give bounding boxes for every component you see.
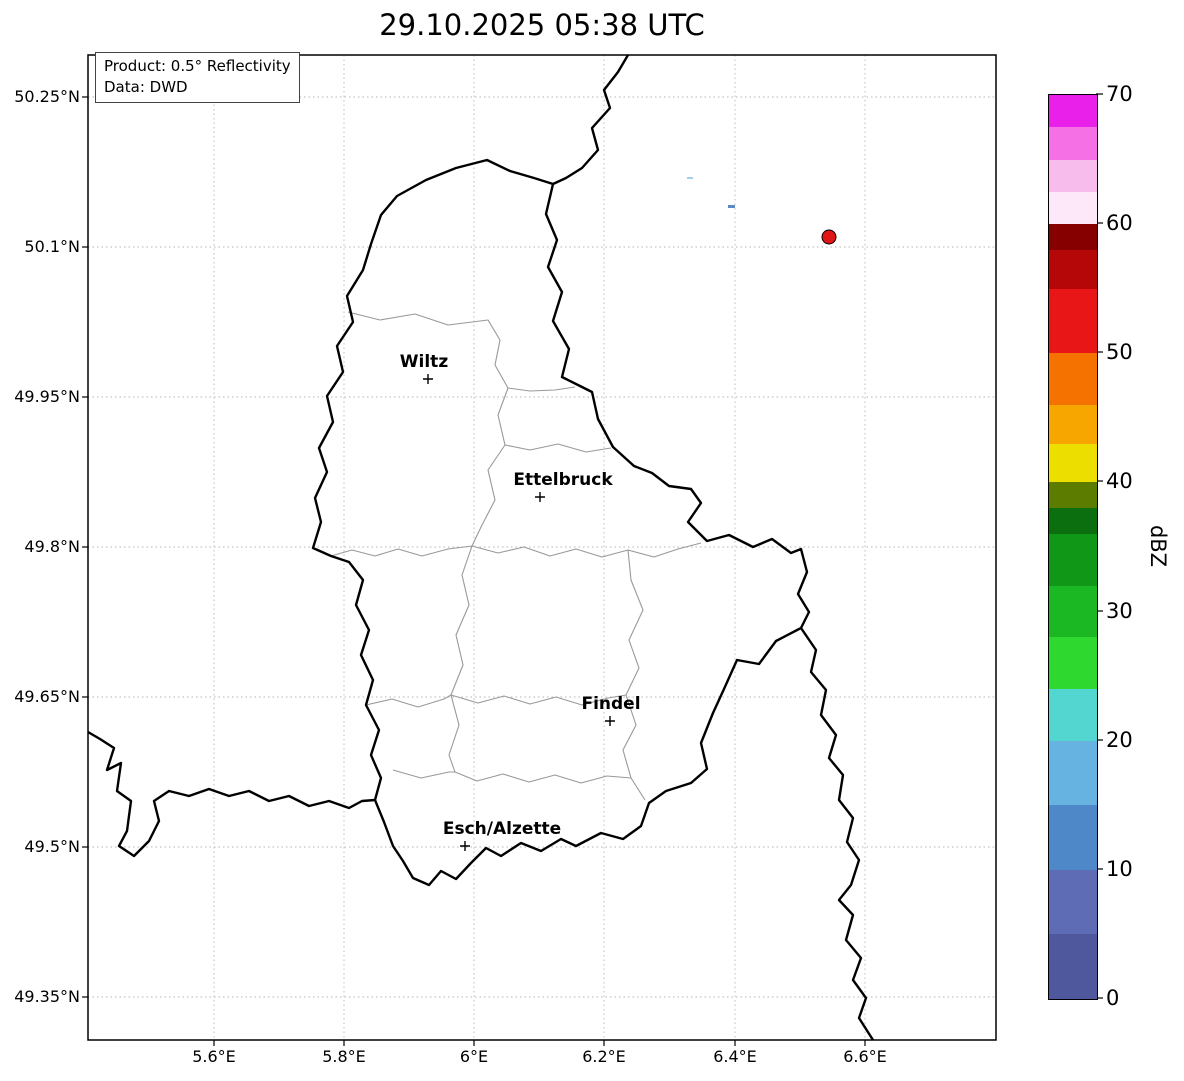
city-markers (423, 374, 615, 851)
lat-tick-label: 49.95°N (14, 387, 80, 406)
colorbar-segment (1049, 482, 1097, 509)
luxembourg-outline (311, 158, 811, 887)
axis-tick-marks (82, 96, 866, 1046)
colorbar-segment (1049, 249, 1097, 289)
country-borders (88, 55, 875, 1040)
city-label-ettelbruck: Ettelbruck (513, 470, 613, 490)
colorbar-segment (1049, 869, 1097, 935)
city-label-wiltz: Wiltz (399, 352, 449, 372)
city-marker-ettelbruck (535, 492, 545, 502)
colorbar-segment (1049, 404, 1097, 444)
colorbar-segment (1049, 288, 1097, 354)
colorbar-segment (1049, 740, 1097, 806)
colorbar-axis-label: dBZ (1146, 524, 1170, 568)
colorbar-tick-label: 60 (1106, 211, 1133, 235)
colorbar-tick-label: 50 (1106, 340, 1133, 364)
lat-tick-label: 49.5°N (24, 837, 80, 856)
colorbar-segment (1049, 95, 1097, 128)
colorbar-segment (1049, 805, 1097, 870)
map-layers (88, 55, 996, 1040)
product-info-line2: Data: DWD (104, 78, 188, 96)
page-title: 29.10.2025 05:38 UTC (379, 8, 705, 42)
product-info-box: Product: 0.5° Reflectivity Data: DWD (95, 52, 300, 103)
lat-tick-label: 50.25°N (14, 87, 80, 106)
colorbar-segment (1049, 159, 1097, 192)
lon-tick-label: 6.2°E (582, 1047, 626, 1066)
colorbar-tick-label: 20 (1106, 728, 1133, 752)
colorbar-segment (1049, 534, 1097, 586)
border-extension-north (551, 55, 630, 186)
lat-tick-label: 49.8°N (24, 537, 80, 556)
colorbar-segment (1049, 191, 1097, 225)
lat-tick-label: 49.35°N (14, 987, 80, 1006)
radar-echo (728, 205, 735, 208)
city-label-findel: Findel (581, 694, 641, 714)
colorbar-tick-label: 0 (1106, 986, 1120, 1010)
lon-tick-label: 5.6°E (192, 1047, 236, 1066)
lon-tick-label: 5.8°E (322, 1047, 366, 1066)
city-marker-esch (460, 841, 470, 851)
city-marker-findel (605, 716, 615, 726)
colorbar-tick-label: 40 (1106, 469, 1133, 493)
product-info-line1: Product: 0.5° Reflectivity (104, 57, 291, 75)
colorbar-tick-label: 10 (1106, 857, 1133, 881)
city-marker-wiltz (423, 374, 433, 384)
colorbar-segment (1049, 443, 1097, 483)
radar-station-marker (821, 229, 837, 245)
colorbar-tick-label: 70 (1106, 82, 1133, 106)
colorbar-segment (1049, 689, 1097, 741)
colorbar-segment (1049, 637, 1097, 689)
colorbar-segments (1048, 94, 1098, 1000)
lon-tick-label: 6°E (459, 1047, 489, 1066)
colorbar-segment (1049, 585, 1097, 638)
city-label-esch: Esch/Alzette (442, 819, 562, 839)
lon-tick-label: 6.4°E (713, 1047, 757, 1066)
colorbar-segment (1049, 934, 1097, 999)
graticule-gridlines (88, 55, 996, 1040)
lat-tick-label: 50.1°N (24, 237, 80, 256)
colorbar-segment (1049, 508, 1097, 535)
colorbar-segment (1049, 224, 1097, 250)
district-borders (330, 311, 702, 801)
colorbar-segment (1049, 353, 1097, 405)
lon-tick-label: 6.6°E (843, 1047, 887, 1066)
border-extension-southwest (88, 730, 377, 858)
radar-echo (687, 177, 693, 179)
axes-frame (87, 54, 997, 1041)
colorbar-segment (1049, 127, 1097, 160)
colorbar-tick-label: 30 (1106, 599, 1133, 623)
lat-tick-label: 49.65°N (14, 687, 80, 706)
border-extension-southeast (799, 626, 875, 1040)
